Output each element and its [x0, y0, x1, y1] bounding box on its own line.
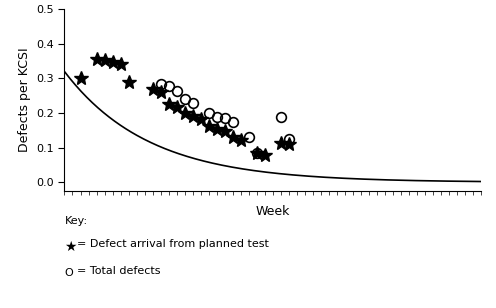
- Text: Key:: Key:: [64, 216, 88, 225]
- Text: = Defect arrival from planned test: = Defect arrival from planned test: [77, 239, 269, 249]
- Text: ★: ★: [64, 240, 77, 254]
- Text: O: O: [64, 268, 73, 278]
- Y-axis label: Defects per KCSI: Defects per KCSI: [18, 48, 31, 152]
- X-axis label: Week: Week: [255, 205, 290, 218]
- Text: = Total defects: = Total defects: [77, 266, 160, 276]
